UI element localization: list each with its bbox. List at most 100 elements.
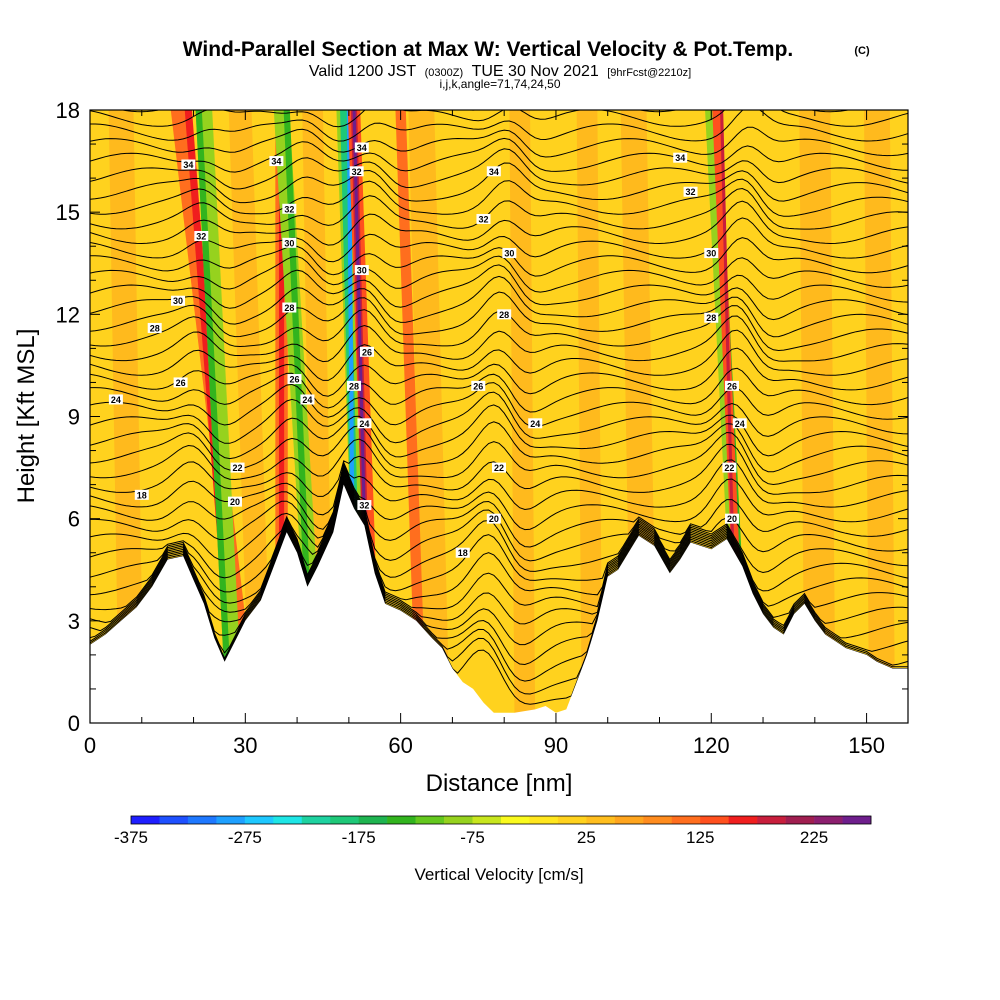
contour-label-text: 22 xyxy=(724,463,734,473)
x-axis: 0 30 60 90 120 150 xyxy=(84,110,885,758)
valid-time-line: Valid 1200 JST (0300Z) TUE 30 Nov 2021 [… xyxy=(309,63,691,80)
contour-label: 20 xyxy=(486,513,501,524)
colorbar-ticks: -375 -275 -175 -75 25 125 225 xyxy=(114,828,828,847)
contour-label-text: 26 xyxy=(176,378,186,388)
colorbar-tick-label: -375 xyxy=(114,828,148,847)
contour-label-text: 24 xyxy=(530,419,540,429)
colorbar-frame xyxy=(130,815,872,825)
updraft-band xyxy=(408,110,450,723)
contour-label-text: 34 xyxy=(675,153,685,163)
theta-contour xyxy=(90,469,908,593)
contour-label: 30 xyxy=(282,237,297,248)
contour-label-text: 30 xyxy=(284,238,294,248)
contour-label-text: 28 xyxy=(499,310,509,320)
colorbar-cell xyxy=(643,816,673,824)
colorbar-cell xyxy=(700,816,729,824)
contour-label: 18 xyxy=(455,547,470,558)
colorbar-tick-label: -75 xyxy=(460,828,485,847)
plot-area: 3432302826241820223432302826243432302628… xyxy=(90,110,908,723)
contour-label-text: 20 xyxy=(230,497,240,507)
theta-contour xyxy=(90,255,908,293)
x-tick-label: 30 xyxy=(233,733,257,758)
contour-label: 32 xyxy=(194,231,209,242)
theta-contour xyxy=(90,162,908,204)
contour-label-text: 28 xyxy=(706,313,716,323)
colorbar-title: Vertical Velocity [cm/s] xyxy=(414,865,583,884)
contour-label: 20 xyxy=(227,496,242,507)
theta-contour xyxy=(90,264,908,309)
colorbar-cell xyxy=(244,816,274,824)
theta-contour xyxy=(90,275,908,325)
contour-label: 34 xyxy=(181,159,196,170)
updraft-band xyxy=(509,110,536,723)
contour-label-text: 32 xyxy=(686,187,696,197)
theta-contour xyxy=(90,187,908,230)
contour-label-text: 24 xyxy=(302,395,312,405)
colorbar-cell xyxy=(358,816,388,824)
contour-label: 24 xyxy=(528,418,543,429)
theta-contour xyxy=(90,217,908,263)
theta-contour xyxy=(90,477,908,666)
theta-contour xyxy=(90,391,908,444)
y-tick-label: 12 xyxy=(56,302,80,327)
colorbar-cell xyxy=(614,816,644,824)
contour-label-text: 26 xyxy=(289,375,299,385)
forecast-info: [9hrFcst@2210z] xyxy=(607,67,691,79)
colorbar-tick-label: -175 xyxy=(342,828,376,847)
colorbar-cell xyxy=(557,816,587,824)
x-tick-label: 60 xyxy=(388,733,412,758)
contour-label: 24 xyxy=(108,394,123,405)
theta-contour xyxy=(90,367,908,413)
contour-label-text: 32 xyxy=(196,232,206,242)
colorbar-cell xyxy=(387,816,416,824)
contour-label-text: 32 xyxy=(284,204,294,214)
contour-label: 30 xyxy=(171,295,186,306)
contour-label: 34 xyxy=(486,166,501,177)
chart-title: Wind-Parallel Section at Max W: Vertical… xyxy=(183,38,794,61)
colorbar-cell xyxy=(472,816,502,824)
grid-indices: i,j,k,angle=71,74,24,50 xyxy=(439,77,560,91)
colorbar-tick-label: 125 xyxy=(686,828,714,847)
contour-label-text: 32 xyxy=(478,214,488,224)
contour-label-text: 22 xyxy=(233,463,243,473)
colorbar xyxy=(130,815,872,825)
y-axis-label: Height [Kft MSL] xyxy=(13,329,40,504)
colorbar-cell xyxy=(444,816,473,824)
theta-contour xyxy=(90,431,908,486)
contour-label-text: 34 xyxy=(489,167,499,177)
x-axis-label: Distance [nm] xyxy=(426,770,573,797)
contour-label: 26 xyxy=(359,346,374,357)
x-tick-label: 0 xyxy=(84,733,96,758)
colorbar-cell xyxy=(187,816,217,824)
contour-label: 30 xyxy=(502,248,517,259)
theta-contour xyxy=(90,126,908,158)
contour-label-text: 18 xyxy=(137,490,147,500)
contour-label: 24 xyxy=(732,418,747,429)
colorbar-tick-label: 25 xyxy=(577,828,596,847)
theta-contour xyxy=(90,476,908,646)
contour-label: 22 xyxy=(230,462,245,473)
contour-label-text: 34 xyxy=(271,157,281,167)
y-tick-label: 3 xyxy=(68,609,80,634)
theta-contour xyxy=(90,237,908,277)
theta-contour xyxy=(90,404,908,460)
colorbar-cell xyxy=(728,816,758,824)
contour-label: 26 xyxy=(724,380,739,391)
copyright-mark: (C) xyxy=(854,45,870,57)
colorbar-cell xyxy=(501,816,530,824)
contour-label: 24 xyxy=(357,418,372,429)
y-axis: 0 3 6 9 12 15 18 xyxy=(56,98,908,736)
theta-contour xyxy=(90,347,908,397)
colorbar-tick-label: -275 xyxy=(228,828,262,847)
y-tick-label: 6 xyxy=(68,507,80,532)
colorbar-cell xyxy=(785,816,815,824)
theta-contour xyxy=(90,472,908,618)
colorbar-cell xyxy=(586,816,616,824)
x-tick-label: 90 xyxy=(544,733,568,758)
theta-contour xyxy=(90,178,908,217)
contour-label: 34 xyxy=(269,156,284,167)
theta-contour xyxy=(90,291,908,338)
contour-label-text: 24 xyxy=(111,395,121,405)
colorbar-cell xyxy=(842,816,872,824)
y-tick-label: 9 xyxy=(68,405,80,430)
